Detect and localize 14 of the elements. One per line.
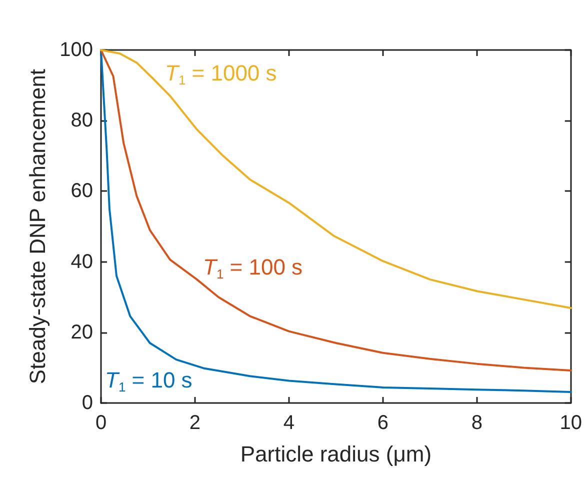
y-tick-label: 40 [70,250,93,273]
y-tick-label: 100 [60,39,93,61]
x-tick-label: 4 [283,412,295,434]
x-tick-label: 6 [377,412,388,434]
x-tick-label: 2 [189,412,201,434]
y-tick-label: 60 [70,180,93,202]
x-axis-title: Particle radius (μm) [240,442,432,466]
y-axis-title: Steady-state DNP enhancement [25,68,50,384]
x-tick-label: 10 [560,412,582,434]
y-tick-label: 0 [82,392,93,414]
y-tick-label: 20 [70,321,93,344]
x-tick-label: 8 [471,412,482,434]
y-tick-label: 80 [70,110,93,132]
x-tick-label: 0 [95,412,107,434]
